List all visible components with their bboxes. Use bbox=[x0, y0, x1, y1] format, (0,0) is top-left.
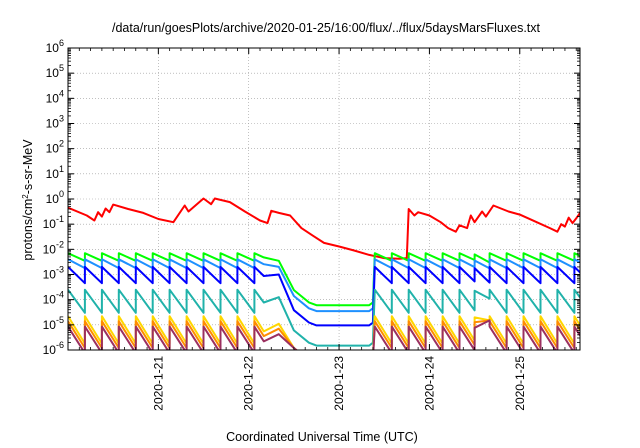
y-tick-exponent: -4 bbox=[56, 290, 64, 300]
y-tick-base: 10 bbox=[46, 142, 60, 156]
y-tick-label: 10-2 bbox=[43, 239, 64, 256]
y-tick-labels: 10-610-510-410-310-210-11001011021031041… bbox=[43, 38, 64, 357]
y-tick-exponent: -5 bbox=[56, 315, 64, 325]
y-tick-base: 10 bbox=[46, 66, 60, 80]
y-tick-base: 10 bbox=[46, 91, 60, 105]
x-tick-label: 2020-1-25 bbox=[513, 356, 527, 411]
y-tick-base: 10 bbox=[43, 242, 57, 256]
x-tick-label: 2020-1-21 bbox=[151, 356, 165, 411]
x-axis-label: Coordinated Universal Time (UTC) bbox=[226, 430, 418, 444]
y-tick-base: 10 bbox=[46, 41, 60, 55]
y-tick-exponent: 5 bbox=[59, 63, 64, 73]
tick-marks bbox=[68, 47, 580, 351]
y-tick-label: 10-4 bbox=[43, 290, 64, 307]
y-tick-exponent: 2 bbox=[59, 139, 64, 149]
series-line-2 bbox=[68, 252, 580, 307]
y-tick-exponent: -1 bbox=[56, 214, 64, 224]
y-tick-label: 103 bbox=[46, 114, 64, 131]
y-tick-label: 101 bbox=[46, 164, 64, 181]
y-axis-label-sup: 2 bbox=[21, 194, 30, 199]
series-line-8 bbox=[68, 319, 580, 350]
y-tick-base: 10 bbox=[46, 167, 60, 181]
y-tick-base: 10 bbox=[43, 318, 57, 332]
y-tick-label: 10-3 bbox=[43, 265, 64, 282]
y-tick-base: 10 bbox=[43, 343, 57, 357]
y-axis-label-main: protons/cm bbox=[21, 199, 35, 261]
y-tick-exponent: -3 bbox=[56, 265, 64, 275]
plot-area bbox=[68, 197, 580, 350]
x-tick-label: 2020-1-23 bbox=[332, 356, 346, 411]
y-tick-base: 10 bbox=[46, 117, 60, 131]
x-tick-label: 2020-1-24 bbox=[422, 356, 436, 411]
series-line-5 bbox=[68, 288, 580, 347]
y-tick-label: 102 bbox=[46, 139, 64, 156]
y-tick-label: 104 bbox=[46, 88, 64, 105]
y-tick-exponent: -2 bbox=[56, 239, 64, 249]
series-line-3 bbox=[68, 258, 580, 313]
y-tick-label: 106 bbox=[46, 38, 64, 55]
chart-title: /data/run/goesPlots/archive/2020-01-25/1… bbox=[112, 21, 541, 35]
y-tick-exponent: 4 bbox=[59, 88, 64, 98]
y-tick-base: 10 bbox=[43, 268, 57, 282]
y-tick-label: 100 bbox=[46, 189, 64, 206]
y-tick-label: 10-6 bbox=[43, 340, 64, 357]
y-tick-exponent: 0 bbox=[59, 189, 64, 199]
y-axis-label-rest: -s-sr-MeV bbox=[21, 139, 35, 195]
y-tick-exponent: 6 bbox=[59, 38, 64, 48]
y-tick-base: 10 bbox=[43, 217, 57, 231]
y-tick-exponent: 3 bbox=[59, 114, 64, 124]
y-tick-label: 105 bbox=[46, 63, 64, 80]
y-tick-label: 10-5 bbox=[43, 315, 64, 332]
y-tick-exponent: 1 bbox=[59, 164, 64, 174]
y-tick-base: 10 bbox=[46, 192, 60, 206]
y-tick-label: 10-1 bbox=[43, 214, 64, 231]
y-tick-exponent: -6 bbox=[56, 340, 64, 350]
y-tick-base: 10 bbox=[43, 293, 57, 307]
x-tick-label: 2020-1-22 bbox=[242, 356, 256, 411]
y-axis-label: protons/cm2-s-sr-MeV bbox=[21, 139, 36, 261]
series-line-1 bbox=[68, 197, 580, 260]
series-line-4 bbox=[68, 265, 580, 327]
x-tick-labels: 2020-1-21 2020-1-22 2020-1-23 2020-1-24 2020… bbox=[151, 356, 526, 411]
